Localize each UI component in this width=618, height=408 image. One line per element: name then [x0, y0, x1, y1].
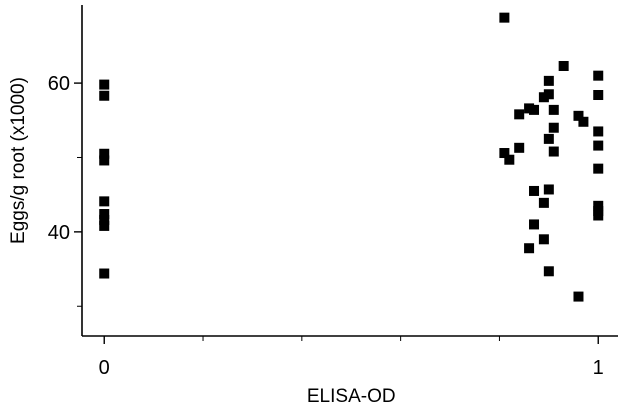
y-tick-label: 60 — [48, 73, 70, 95]
data-point — [593, 163, 604, 174]
axes — [81, 5, 618, 337]
data-point — [99, 196, 110, 207]
data-point — [538, 234, 549, 245]
x-tick-label: 1 — [593, 357, 604, 379]
data-point — [524, 243, 535, 254]
data-point — [548, 104, 559, 115]
data-point — [529, 219, 540, 230]
data-point — [514, 142, 525, 153]
data-point — [573, 291, 584, 302]
data-point — [543, 133, 554, 144]
data-point — [99, 148, 110, 159]
data-point — [593, 210, 604, 221]
y-tick-label: 40 — [48, 222, 70, 244]
data-point — [543, 184, 554, 195]
data-point — [578, 116, 589, 127]
data-point — [99, 79, 110, 90]
data-point — [99, 209, 110, 220]
data-point — [529, 104, 540, 115]
data-point — [593, 70, 604, 81]
data-point — [593, 90, 604, 101]
data-point — [593, 140, 604, 151]
data-point — [529, 185, 540, 196]
y-axis-title: Eggs/g root (x1000) — [8, 77, 29, 244]
data-point — [99, 155, 110, 166]
data-point — [499, 12, 510, 23]
x-axis-title: ELISA-OD — [307, 386, 396, 407]
data-point — [548, 122, 559, 133]
data-point — [504, 154, 515, 165]
x-tick-label: 0 — [99, 357, 110, 379]
data-point — [99, 90, 110, 101]
data-point — [593, 126, 604, 137]
data-point — [538, 197, 549, 208]
data-point — [543, 89, 554, 100]
data-points — [99, 12, 604, 302]
data-point — [548, 146, 559, 157]
data-point — [99, 214, 110, 225]
data-point — [558, 60, 569, 71]
data-point — [99, 220, 110, 231]
data-point — [543, 266, 554, 277]
data-point — [593, 200, 604, 211]
data-point — [99, 268, 110, 279]
ticks — [74, 82, 599, 344]
data-point — [543, 75, 554, 86]
data-point — [573, 110, 584, 121]
data-point — [499, 148, 510, 159]
tick-labels: 0 1 40 60 — [48, 73, 604, 379]
data-point — [514, 109, 525, 120]
